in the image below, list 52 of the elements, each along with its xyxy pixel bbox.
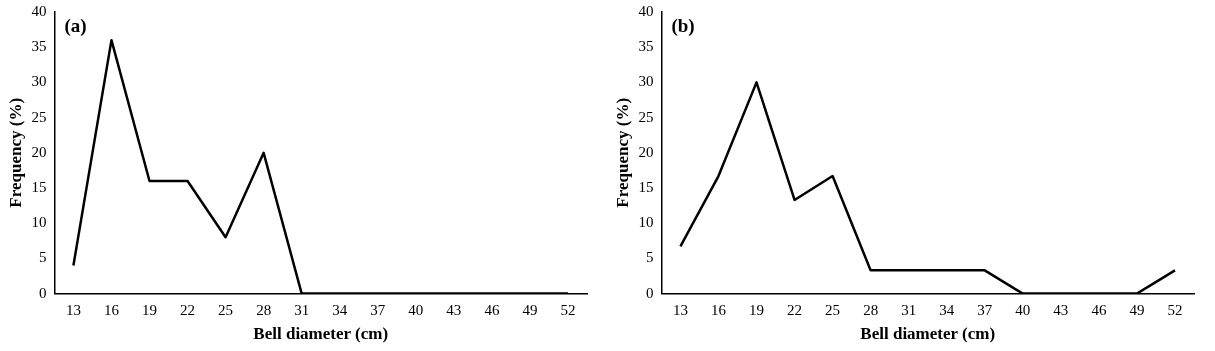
x-tick-label: 52 (560, 301, 576, 318)
y-tick-label: 35 (638, 38, 654, 55)
x-tick-label: 16 (710, 301, 727, 318)
y-tick-label: 15 (638, 178, 654, 195)
y-axis-title: Frequency (%) (5, 97, 25, 208)
x-tick-label: 31 (901, 301, 917, 318)
x-tick-label: 43 (446, 301, 462, 318)
x-tick-label: 19 (749, 301, 765, 318)
y-tick-label: 5 (645, 249, 654, 266)
x-axis-title: Bell diameter (cm) (860, 324, 996, 344)
x-tick-label: 40 (408, 301, 424, 318)
x-tick-label: 22 (180, 301, 196, 318)
x-tick-label: 13 (65, 301, 81, 318)
y-tick-label: 30 (638, 73, 654, 90)
y-tick-label: 20 (638, 143, 654, 160)
y-tick-label: 30 (31, 73, 47, 90)
x-tick-label: 19 (142, 301, 158, 318)
x-tick-label: 22 (787, 301, 803, 318)
y-tick-label: 0 (645, 284, 654, 301)
y-tick-label: 25 (31, 108, 47, 125)
y-tick-label: 25 (638, 108, 654, 125)
x-tick-label: 31 (294, 301, 310, 318)
x-tick-label: 40 (1015, 301, 1031, 318)
y-tick-label: 15 (31, 178, 47, 195)
y-tick-label: 40 (31, 2, 47, 19)
x-tick-label: 25 (218, 301, 234, 318)
y-axis-title: Frequency (%) (612, 97, 632, 208)
x-tick-label: 49 (522, 301, 538, 318)
x-tick-label: 52 (1167, 301, 1183, 318)
y-tick-label: 40 (638, 2, 654, 19)
x-tick-label: 46 (484, 301, 500, 318)
x-tick-label: 43 (1053, 301, 1069, 318)
x-tick-label: 13 (672, 301, 688, 318)
x-tick-label: 28 (256, 301, 272, 318)
x-tick-label: 34 (332, 301, 348, 318)
x-tick-label: 16 (103, 301, 120, 318)
x-tick-label: 37 (370, 301, 386, 318)
x-tick-label: 49 (1129, 301, 1145, 318)
x-tick-label: 37 (977, 301, 993, 318)
y-tick-label: 10 (31, 214, 47, 231)
x-axis-title: Bell diameter (cm) (253, 324, 389, 344)
x-tick-label: 34 (939, 301, 955, 318)
x-tick-label: 28 (863, 301, 879, 318)
y-tick-label: 0 (38, 284, 47, 301)
y-tick-label: 5 (38, 249, 47, 266)
y-tick-label: 35 (31, 38, 47, 55)
x-tick-label: 46 (1091, 301, 1107, 318)
x-tick-label: 25 (825, 301, 841, 318)
annotation: (b) (671, 15, 695, 38)
annotation: (a) (64, 15, 87, 38)
y-tick-label: 10 (638, 214, 654, 231)
y-tick-label: 20 (31, 143, 47, 160)
